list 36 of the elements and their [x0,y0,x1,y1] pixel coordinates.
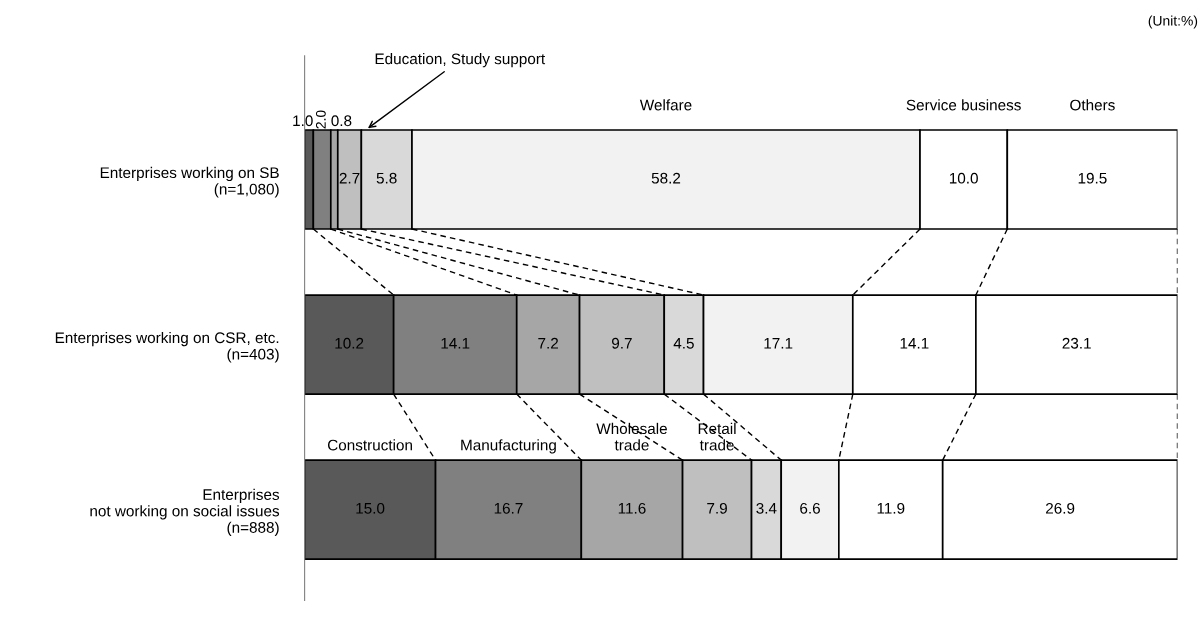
data-label: 1.0 [293,115,313,127]
series-label: Welfare [639,99,692,111]
data-label: 4.5 [673,338,694,349]
data-label: 5.8 [376,172,397,184]
y-tick-label: Enterprises not working on social issues (n=888) [90,488,280,536]
data-label: 14.1 [441,338,470,349]
data-label: 58.2 [651,172,681,184]
data-label: 9.7 [612,337,632,349]
series-label: Others [1070,99,1115,111]
data-label: 17.1 [764,338,793,349]
data-label: 2.0 [315,110,326,129]
data-label: 16.7 [494,502,523,514]
data-label: 10.2 [335,337,364,349]
series-label: Service business [906,99,1021,111]
data-label: 10.0 [949,172,978,184]
data-label: 11.9 [877,502,905,514]
series-label: Manufacturing [461,439,556,454]
y-tick-label: Enterprises working on CSR, etc. (n=403) [55,331,279,363]
data-label: 2.7 [339,172,360,184]
series-label: Retail trade [698,422,736,451]
data-label: 7.9 [707,502,727,514]
series-label: Construction [327,439,412,451]
data-label: 15.0 [356,502,385,514]
series-label: Wholesale trade [596,422,667,451]
data-label: 6.6 [800,502,820,514]
data-label: 26.9 [1046,502,1075,514]
data-label: 23.1 [1062,337,1091,349]
data-label: 14.1 [900,338,929,349]
data-label: 11.6 [618,502,646,514]
y-tick-label: Enterprises working on SB (n=1,080) [100,166,279,198]
text: Education, Study support [375,53,546,68]
data-label: 3.4 [756,502,777,514]
text: (Unit:%) [1148,15,1198,29]
data-label: 7.2 [538,337,558,349]
data-label: 19.5 [1078,172,1107,184]
data-label: 0.8 [331,115,352,127]
